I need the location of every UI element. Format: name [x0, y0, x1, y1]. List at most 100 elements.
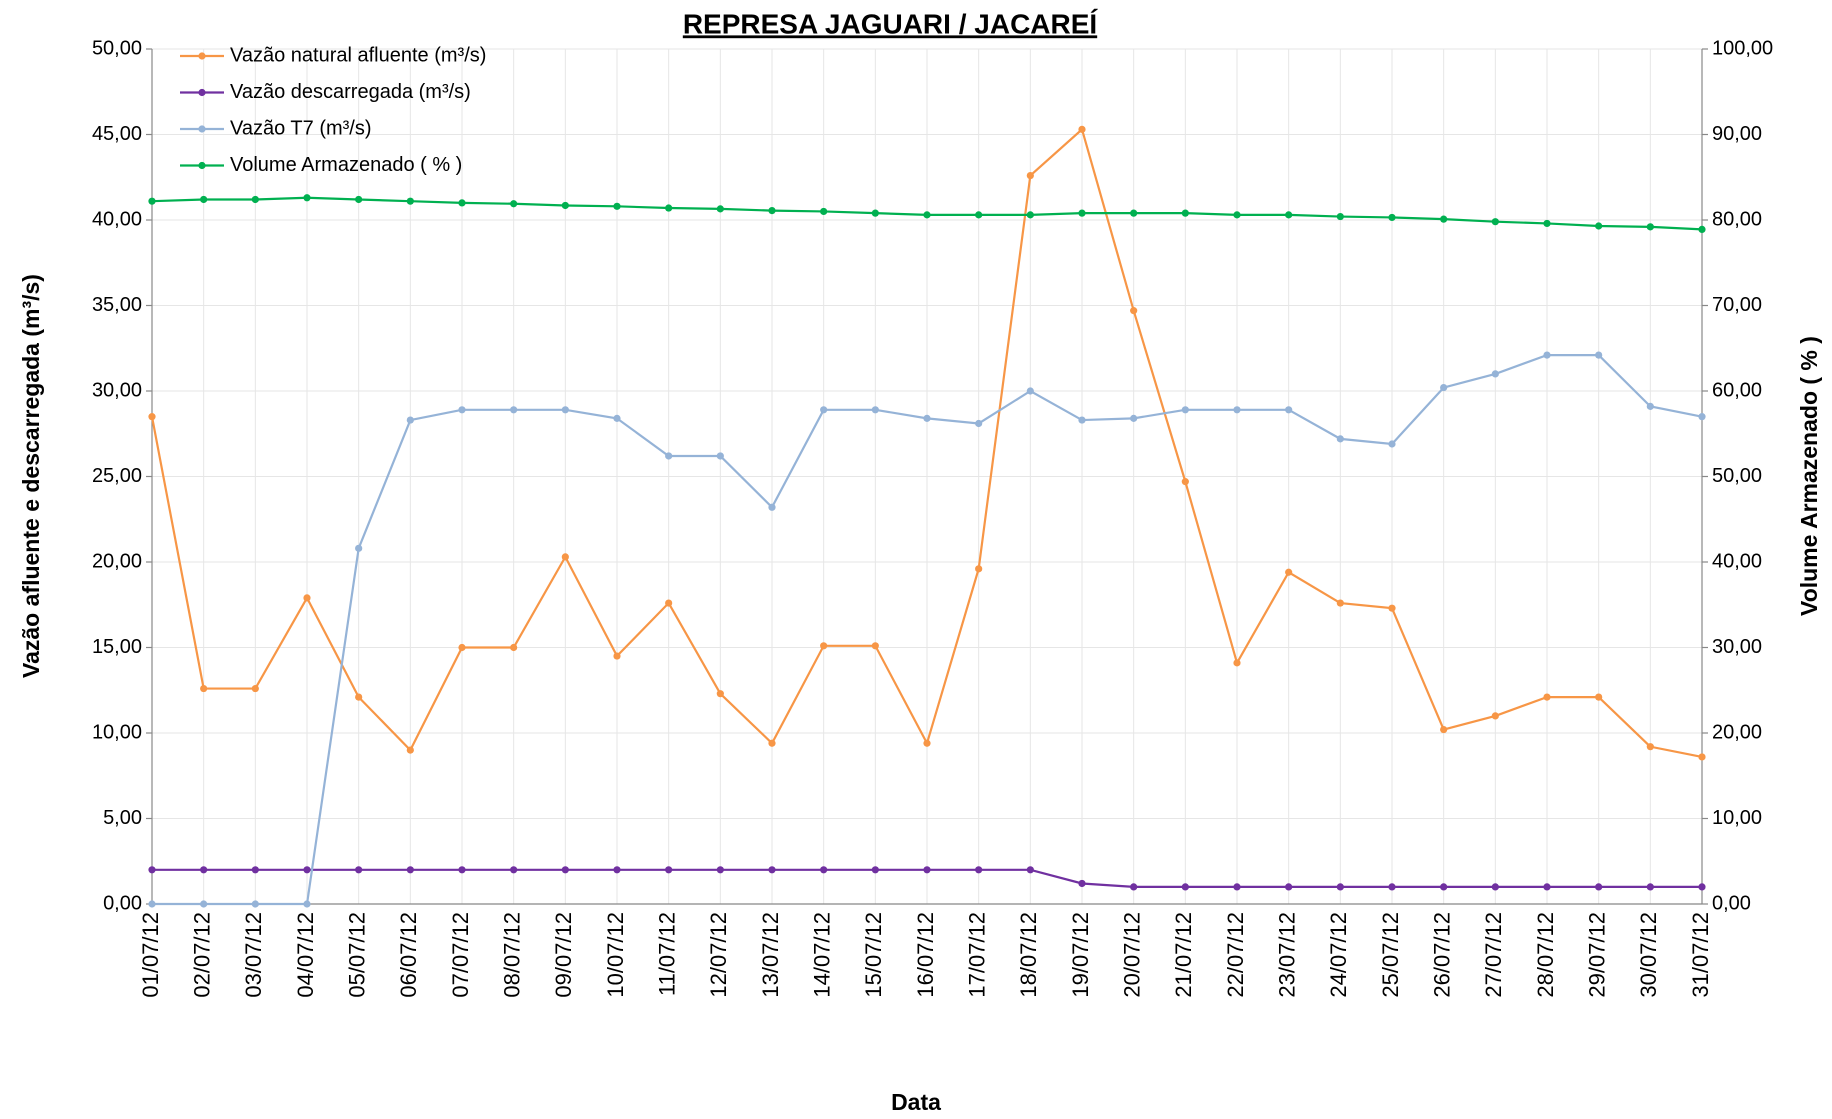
point	[1285, 406, 1293, 414]
point	[200, 900, 208, 908]
point	[561, 553, 569, 561]
point	[148, 866, 156, 874]
point	[458, 643, 466, 652]
y-tick-label: 30,00	[92, 379, 142, 401]
point	[1233, 211, 1241, 219]
point	[1543, 219, 1551, 228]
point	[1026, 211, 1034, 219]
point	[716, 866, 724, 874]
y2-tick-label: 30,00	[1712, 636, 1762, 658]
point	[510, 406, 518, 414]
y2-tick-label: 80,00	[1712, 208, 1762, 230]
point	[1440, 725, 1448, 734]
point	[1698, 883, 1706, 891]
y2-axis-title: Volume Armazenado ( % )	[1796, 336, 1822, 616]
y2-tick-label: 90,00	[1712, 123, 1762, 145]
point	[251, 684, 259, 693]
point	[458, 866, 466, 874]
point	[1388, 213, 1396, 222]
point	[871, 406, 879, 414]
x-tick-label: 29/07/12	[1584, 912, 1609, 998]
y-tick-label: 45,00	[92, 123, 142, 145]
x-tick-label: 13/07/12	[758, 912, 783, 998]
point	[1285, 568, 1293, 576]
x-tick-label: 11/07/12	[654, 912, 679, 996]
point	[1078, 209, 1086, 217]
point	[1285, 211, 1293, 219]
point	[1440, 883, 1448, 891]
point	[1595, 883, 1603, 891]
point	[1285, 883, 1293, 891]
point	[200, 866, 208, 874]
point	[1388, 440, 1396, 448]
point	[613, 414, 621, 422]
x-tick-label: 09/07/12	[551, 912, 576, 998]
point	[355, 195, 363, 204]
legend-marker	[198, 125, 206, 133]
point	[1233, 883, 1241, 891]
point	[303, 866, 311, 874]
x-tick-label: 04/07/12	[293, 912, 318, 998]
point	[251, 866, 259, 874]
point	[923, 866, 931, 874]
x-axis-title: Data	[891, 1089, 941, 1115]
legend-label: Volume Armazenado ( % )	[230, 154, 462, 176]
y2-tick-label: 10,00	[1712, 807, 1762, 829]
x-tick-label: 18/07/12	[1016, 912, 1041, 998]
point	[1181, 406, 1189, 414]
point	[1233, 406, 1241, 414]
x-tick-label: 07/07/12	[448, 912, 473, 998]
point	[1646, 743, 1654, 751]
point	[820, 406, 828, 414]
x-tick-label: 02/07/12	[189, 912, 214, 998]
point	[355, 693, 363, 701]
point	[1440, 215, 1448, 223]
x-tick-label: 25/07/12	[1378, 912, 1403, 998]
point	[251, 195, 259, 204]
point	[1078, 879, 1086, 888]
point	[458, 406, 466, 414]
y2-tick-label: 20,00	[1712, 721, 1762, 743]
legend-marker	[198, 161, 206, 170]
point	[1388, 604, 1396, 612]
point	[613, 866, 621, 874]
point	[820, 207, 828, 216]
point	[303, 900, 311, 908]
point	[1233, 659, 1241, 667]
x-tick-label: 19/07/12	[1068, 912, 1093, 998]
point	[768, 503, 776, 511]
y-tick-label: 40,00	[92, 208, 142, 230]
point	[1026, 171, 1034, 180]
point	[768, 206, 776, 215]
point	[923, 211, 931, 219]
y2-tick-label: 70,00	[1712, 294, 1762, 316]
point	[1491, 712, 1499, 720]
x-tick-label: 01/07/12	[138, 912, 163, 998]
point	[1336, 435, 1344, 443]
point	[303, 194, 311, 202]
point	[510, 643, 518, 652]
point	[923, 739, 931, 747]
point	[1698, 753, 1706, 761]
point	[1440, 383, 1448, 392]
point	[510, 866, 518, 874]
point	[1646, 883, 1654, 891]
y2-tick-label: 100,00	[1712, 37, 1773, 59]
point	[1698, 413, 1706, 421]
x-tick-label: 24/07/12	[1326, 912, 1351, 998]
point	[458, 199, 466, 207]
point	[406, 416, 414, 424]
point	[561, 406, 569, 414]
legend-label: Vazão natural afluente (m³/s)	[230, 44, 486, 66]
x-tick-label: 26/07/12	[1429, 912, 1454, 998]
point	[768, 739, 776, 747]
point	[200, 195, 208, 204]
y-axis-title: Vazão afluente e descarregada (m³/s)	[18, 274, 44, 678]
point	[975, 211, 983, 219]
point	[665, 866, 673, 874]
point	[1026, 866, 1034, 874]
legend-marker	[198, 52, 206, 60]
y2-tick-label: 0,00	[1712, 892, 1751, 914]
point	[871, 866, 879, 874]
y2-tick-label: 60,00	[1712, 379, 1762, 401]
